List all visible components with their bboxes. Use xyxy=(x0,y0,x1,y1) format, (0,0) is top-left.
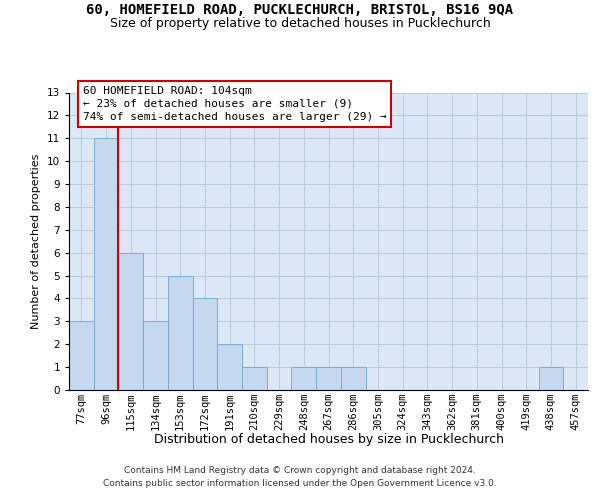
Text: Size of property relative to detached houses in Pucklechurch: Size of property relative to detached ho… xyxy=(110,18,490,30)
Bar xyxy=(168,276,193,390)
Text: Contains HM Land Registry data © Crown copyright and database right 2024.
Contai: Contains HM Land Registry data © Crown c… xyxy=(103,466,497,487)
Text: 60, HOMEFIELD ROAD, PUCKLECHURCH, BRISTOL, BS16 9QA: 60, HOMEFIELD ROAD, PUCKLECHURCH, BRISTO… xyxy=(86,2,514,16)
Bar xyxy=(193,298,217,390)
Bar xyxy=(118,252,143,390)
Text: 60 HOMEFIELD ROAD: 104sqm
← 23% of detached houses are smaller (9)
74% of semi-d: 60 HOMEFIELD ROAD: 104sqm ← 23% of detac… xyxy=(83,86,386,122)
Bar xyxy=(69,322,94,390)
Bar xyxy=(94,138,118,390)
Bar xyxy=(242,367,267,390)
Bar xyxy=(143,322,168,390)
Bar xyxy=(539,367,563,390)
Bar xyxy=(316,367,341,390)
Bar xyxy=(217,344,242,390)
Bar xyxy=(292,367,316,390)
Bar xyxy=(341,367,365,390)
Text: Distribution of detached houses by size in Pucklechurch: Distribution of detached houses by size … xyxy=(154,432,504,446)
Y-axis label: Number of detached properties: Number of detached properties xyxy=(31,154,41,329)
